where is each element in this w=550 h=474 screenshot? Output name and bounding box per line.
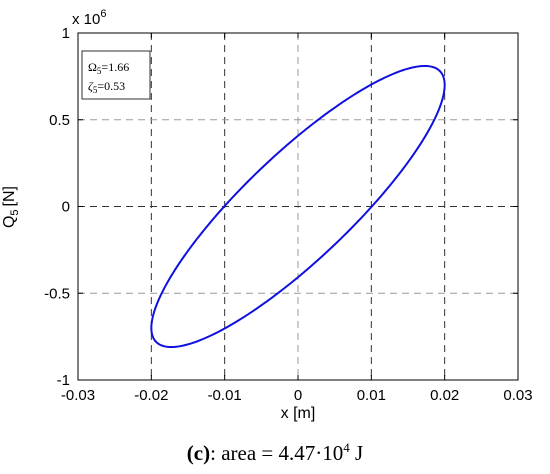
y-tick-label: 1 <box>62 25 70 42</box>
y-axis-label-sub: 5 <box>9 209 21 215</box>
y-multiplier-base: x 10 <box>72 11 100 28</box>
caption-unit: J <box>349 441 364 465</box>
legend-zeta: ζ5=0.53 <box>88 79 125 95</box>
y-tick-label: 0.5 <box>49 112 70 129</box>
y-axis-label-unit: [N] <box>1 186 18 206</box>
x-tick-label: -0.02 <box>134 387 168 404</box>
x-tick-label: 0.02 <box>430 387 459 404</box>
hysteresis-loop-series <box>150 64 446 349</box>
figure-caption: (c): area = 4.47·104 J <box>0 440 550 466</box>
caption-label: (c) <box>186 441 211 465</box>
caption-text: : area = 4.47·10 <box>210 441 344 465</box>
y-multiplier-exponent: 6 <box>100 8 106 20</box>
x-tick-label: 0 <box>294 387 302 404</box>
legend-omega-value: =1.66 <box>101 60 129 74</box>
legend-box <box>81 50 151 100</box>
y-tick-label: 0 <box>62 199 70 216</box>
x-tick-label: 0.01 <box>357 387 386 404</box>
caption-exponent: 4 <box>343 440 350 455</box>
x-tick-label: -0.01 <box>208 387 242 404</box>
legend-zeta-symbol: ζ <box>88 79 94 93</box>
y-tick-label: -1 <box>57 372 70 389</box>
legend-omega-symbol: Ω <box>88 60 97 74</box>
y-multiplier-label: x 106 <box>72 8 106 28</box>
y-tick-labels: -1 -0.5 0 0.5 1 <box>44 25 70 389</box>
y-tick-label: -0.5 <box>44 285 70 302</box>
axes <box>77 32 519 381</box>
legend: Ω5=1.66 ζ5=0.53 <box>81 50 151 100</box>
x-axis-label: x [m] <box>281 405 316 422</box>
x-tick-label: 0.03 <box>503 387 532 404</box>
x-tick-labels: -0.03 -0.02 -0.01 0 0.01 0.02 0.03 <box>61 387 533 404</box>
legend-zeta-value: =0.53 <box>97 79 125 93</box>
x-tick-label: -0.03 <box>61 387 95 404</box>
y-axis-label-main: Q <box>1 216 18 228</box>
legend-omega: Ω5=1.66 <box>88 60 129 76</box>
legend-zeta-sub: 5 <box>93 85 98 95</box>
legend-omega-sub: 5 <box>97 66 102 76</box>
y-axis-label: Q5 [N] <box>1 186 21 228</box>
